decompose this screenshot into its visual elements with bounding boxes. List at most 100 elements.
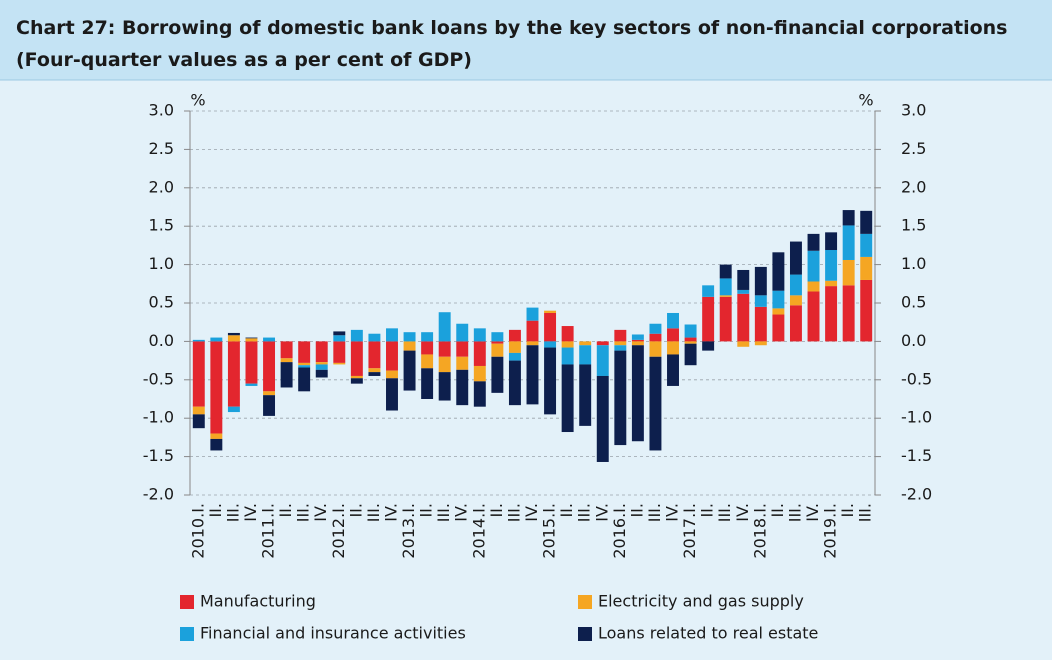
bar-segment xyxy=(280,341,293,359)
y-unit: % xyxy=(190,91,205,110)
x-tick-label: IV. xyxy=(452,503,471,522)
bar-segment xyxy=(596,341,609,346)
x-tick-label: III. xyxy=(785,503,804,522)
x-tick-label: II. xyxy=(417,503,436,518)
bar-segment xyxy=(245,337,258,339)
bar-segment xyxy=(649,356,662,451)
bar-segment xyxy=(579,341,592,346)
bar-segment xyxy=(350,378,363,384)
bar-segment xyxy=(368,341,381,369)
bar-segment xyxy=(754,306,767,342)
bar-segment xyxy=(403,332,416,342)
bar-segment xyxy=(754,266,767,296)
bar-segment xyxy=(825,232,838,251)
bar-segment xyxy=(245,341,258,384)
bar-segment xyxy=(649,341,662,357)
bar-segment xyxy=(368,372,381,376)
bar-segment xyxy=(227,332,240,336)
bar-segment xyxy=(772,252,785,291)
bar-segment xyxy=(386,370,398,379)
bar-segment xyxy=(298,341,311,363)
x-tick-label: II. xyxy=(698,503,717,518)
bar-segment xyxy=(719,295,732,297)
x-tick-label: 2018.I. xyxy=(750,503,769,559)
bar-segment xyxy=(842,285,855,342)
bar-segment xyxy=(649,323,662,334)
y2-tick-label: -1.0 xyxy=(901,408,932,427)
bar-segment xyxy=(491,343,504,357)
bar-segment xyxy=(807,281,820,292)
bar-segment xyxy=(719,296,732,342)
bar-segment xyxy=(473,381,486,407)
bar-segment xyxy=(614,329,627,342)
x-tick-label: III. xyxy=(294,503,313,522)
bar-segment xyxy=(561,341,574,348)
bar-segment xyxy=(631,341,644,346)
y2-unit: % xyxy=(858,91,873,110)
bar-segment xyxy=(456,341,469,357)
bar-segment xyxy=(842,210,855,226)
x-tick-label: II. xyxy=(627,503,646,518)
bar-segment xyxy=(438,372,451,401)
bar-segment xyxy=(807,291,820,342)
x-tick-label: III. xyxy=(645,503,664,522)
x-tick-label: 2014.I. xyxy=(469,503,488,559)
bar-segment xyxy=(825,280,838,287)
bar-segment xyxy=(456,323,469,342)
bar-segment xyxy=(227,335,240,342)
bar-segment xyxy=(508,360,521,406)
y2-tick-label: 0.5 xyxy=(901,293,926,312)
x-tick-label: 2012.I. xyxy=(329,503,348,559)
bar-segment xyxy=(702,296,715,342)
bar-segment xyxy=(456,356,469,370)
y-tick-label: 2.5 xyxy=(149,139,174,158)
bar-segment xyxy=(456,369,469,406)
bar-segment xyxy=(491,356,504,393)
x-tick-label: 2013.I. xyxy=(399,503,418,559)
bar-segment xyxy=(544,312,557,342)
y2-tick-label: 1.5 xyxy=(901,216,926,235)
bar-segment xyxy=(227,341,240,407)
legend-swatch xyxy=(578,627,592,641)
bar-segment xyxy=(860,279,873,342)
y-tick-label: 1.5 xyxy=(149,216,174,235)
x-tick-label: IV. xyxy=(241,503,260,522)
bar-segment xyxy=(737,341,750,347)
bar-segment xyxy=(614,345,627,351)
bar-segment xyxy=(473,328,486,342)
bar-segment xyxy=(421,354,434,369)
bar-segment xyxy=(737,293,750,342)
bar-segment xyxy=(298,362,311,366)
y-tick-label: -1.5 xyxy=(143,446,174,465)
x-tick-label: 2015.I. xyxy=(540,503,559,559)
y-tick-label: 3.0 xyxy=(149,101,174,120)
bar-segment xyxy=(860,233,873,257)
y-tick-label: 1.0 xyxy=(149,254,174,273)
bar-segment xyxy=(667,354,679,386)
bar-segment xyxy=(860,256,873,280)
bar-segment xyxy=(438,312,451,342)
bar-segment xyxy=(263,391,276,396)
y-tick-label: 2.0 xyxy=(149,177,174,196)
bar-segment xyxy=(350,375,363,379)
bar-segment xyxy=(526,345,539,405)
bar-segment xyxy=(508,341,521,353)
x-tick-label: II. xyxy=(276,503,295,518)
bar-segment xyxy=(386,378,398,411)
bar-segment xyxy=(544,341,557,348)
y2-tick-label: -2.0 xyxy=(901,485,932,504)
bar-segment xyxy=(842,259,855,286)
bar-segment xyxy=(280,362,293,388)
legend-label: Financial and insurance activities xyxy=(200,624,466,643)
legend-swatch xyxy=(578,595,592,609)
bar-segment xyxy=(631,334,644,340)
x-tick-label: 2019.I. xyxy=(821,503,840,559)
y2-tick-label: -1.5 xyxy=(901,446,932,465)
legend-swatch xyxy=(180,595,194,609)
bar-segment xyxy=(315,369,328,378)
bar-segment xyxy=(210,337,223,342)
y-tick-label: -1.0 xyxy=(143,408,174,427)
bar-segment xyxy=(772,314,785,342)
